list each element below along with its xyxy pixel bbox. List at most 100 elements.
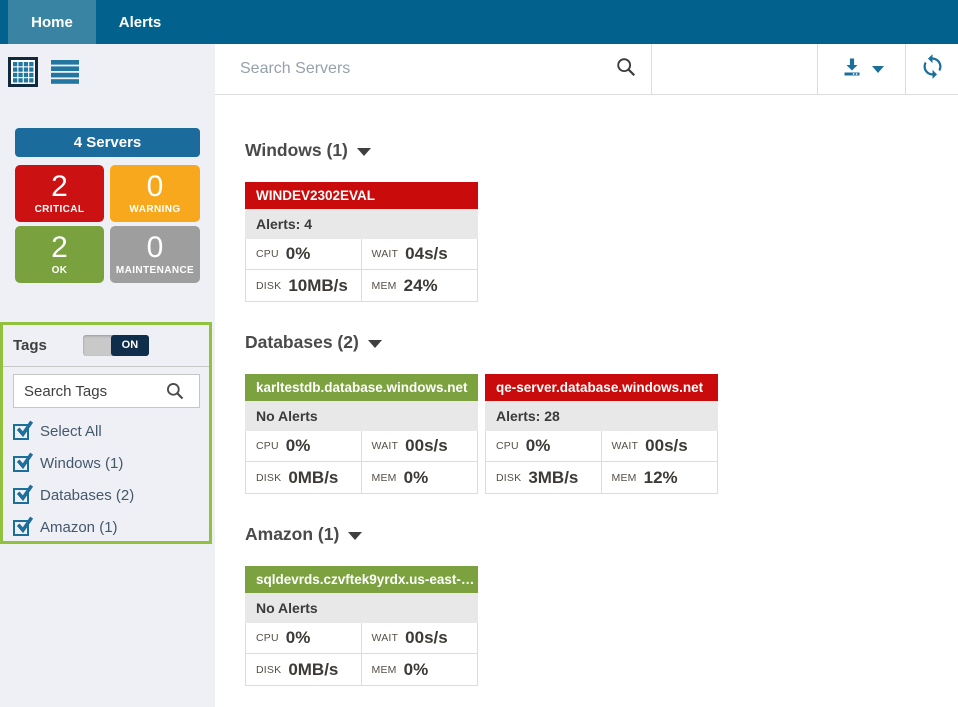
download-button[interactable] xyxy=(817,44,905,94)
metric-label: WAIT xyxy=(371,440,399,452)
metric-value: 0MB/s xyxy=(288,659,339,679)
metric-label: MEM xyxy=(371,471,397,484)
tag-row-select-all[interactable]: Select All xyxy=(13,420,199,441)
tag-row-databases[interactable]: Databases (2) xyxy=(13,484,199,505)
metric-label: MEM xyxy=(371,279,397,292)
metric-value: 24% xyxy=(403,275,438,295)
server-card-qe-server[interactable]: qe-server.database.windows.net Alerts: 2… xyxy=(485,374,718,494)
warning-count: 0 xyxy=(146,170,164,203)
metric-disk: DISK 3MB/s xyxy=(486,462,602,493)
metric-value: 0% xyxy=(285,628,311,647)
grid-view-button[interactable] xyxy=(8,57,38,87)
metric-wait: WAIT 04s/s xyxy=(361,239,477,270)
server-alerts: No Alerts xyxy=(245,401,478,431)
metric-mem: MEM 12% xyxy=(602,462,718,493)
status-tiles: 2 CRITICAL 0 WARNING 2 OK 0 MAINTENANCE xyxy=(15,165,201,283)
toolbar xyxy=(215,44,958,95)
list-view-button[interactable] xyxy=(50,57,80,87)
metric-label: WAIT xyxy=(371,248,399,260)
metric-disk: DISK 0MB/s xyxy=(246,462,362,493)
checkbox-checked-icon[interactable] xyxy=(13,452,34,472)
tags-toggle[interactable]: ON xyxy=(82,334,149,356)
checkbox-checked-icon[interactable] xyxy=(13,516,34,536)
critical-count: 2 xyxy=(51,170,68,203)
metric-value: 00s/s xyxy=(405,628,448,647)
tags-search xyxy=(13,374,200,408)
tab-alerts-label: Alerts xyxy=(118,13,162,31)
tag-row-windows[interactable]: Windows (1) xyxy=(13,452,199,473)
server-grid: Windows (1) WINDEV2302EVAL Alerts: 4 CPU… xyxy=(215,95,958,707)
metric-mem: MEM 0% xyxy=(362,654,478,685)
metric-label: CPU xyxy=(256,248,279,260)
status-tile-critical[interactable]: 2 CRITICAL xyxy=(15,165,104,222)
maintenance-label: MAINTENANCE xyxy=(115,265,195,276)
group-amazon-toggle[interactable]: Amazon (1) xyxy=(245,524,958,545)
metric-mem: MEM 24% xyxy=(362,270,478,301)
tags-search-icon[interactable] xyxy=(165,381,185,401)
tag-row-amazon[interactable]: Amazon (1) xyxy=(13,516,199,537)
metric-value: 0% xyxy=(403,659,429,679)
tags-panel: Tags ON Select All Windows (1) xyxy=(0,322,212,544)
ok-count: 2 xyxy=(51,231,68,264)
metric-wait: WAIT 00s/s xyxy=(361,431,477,462)
metric-value: 04s/s xyxy=(405,244,448,263)
server-card-sqldevrds[interactable]: sqldevrds.czvftek9yrdx.us-east-… No Aler… xyxy=(245,566,478,686)
collapse-caret-icon xyxy=(356,147,371,156)
metric-value: 3MB/s xyxy=(528,467,579,487)
metric-cpu: CPU 0% xyxy=(246,431,362,462)
server-alerts: Alerts: 4 xyxy=(245,209,478,239)
group-databases: Databases (2) karltestdb.database.window… xyxy=(245,332,958,494)
metric-wait: WAIT 00s/s xyxy=(601,431,717,462)
server-name: qe-server.database.windows.net xyxy=(485,374,718,401)
ok-label: OK xyxy=(51,265,68,276)
grid-view-icon xyxy=(8,57,38,87)
metric-cpu: CPU 0% xyxy=(486,431,602,462)
search-icon[interactable] xyxy=(615,56,637,83)
sidebar: 4 Servers 2 CRITICAL 0 WARNING 2 OK 0 MA… xyxy=(0,44,215,707)
tag-label: Amazon (1) xyxy=(40,519,118,536)
servers-count-button[interactable]: 4 Servers xyxy=(15,128,200,157)
server-card-windev2302eval[interactable]: WINDEV2302EVAL Alerts: 4 CPU 0% WAIT 04s… xyxy=(245,182,478,302)
group-windows-toggle[interactable]: Windows (1) xyxy=(245,140,958,161)
server-search-input[interactable] xyxy=(240,60,615,78)
metric-label: DISK xyxy=(496,471,522,484)
group-databases-toggle[interactable]: Databases (2) xyxy=(245,332,958,353)
group-title: Windows (1) xyxy=(245,140,348,160)
metric-cpu: CPU 0% xyxy=(246,239,362,270)
server-alerts: Alerts: 28 xyxy=(485,401,718,431)
metric-disk: DISK 10MB/s xyxy=(246,270,362,301)
tag-list: Select All Windows (1) Databases (2) Ama… xyxy=(13,420,199,537)
server-search xyxy=(215,44,651,94)
server-metrics: CPU 0% WAIT 04s/s DISK 10MB/s MEM 24% xyxy=(245,239,478,302)
server-card-karltestdb[interactable]: karltestdb.database.windows.net No Alert… xyxy=(245,374,478,494)
tab-alerts[interactable]: Alerts xyxy=(96,0,184,44)
server-metrics: CPU 0% WAIT 00s/s DISK 0MB/s MEM 0% xyxy=(245,431,478,494)
tag-label: Windows (1) xyxy=(40,455,124,472)
tag-label: Databases (2) xyxy=(40,487,135,504)
group-windows: Windows (1) WINDEV2302EVAL Alerts: 4 CPU… xyxy=(245,140,958,302)
status-tile-warning[interactable]: 0 WARNING xyxy=(110,165,200,222)
metric-value: 0% xyxy=(525,436,551,455)
tab-home[interactable]: Home xyxy=(8,0,96,44)
group-amazon: Amazon (1) sqldevrds.czvftek9yrdx.us-eas… xyxy=(245,524,958,686)
metric-label: CPU xyxy=(256,440,279,452)
checkbox-checked-icon[interactable] xyxy=(13,484,34,504)
checkbox-checked-icon[interactable] xyxy=(13,420,34,440)
metric-value: 10MB/s xyxy=(288,275,348,295)
status-tile-ok[interactable]: 2 OK xyxy=(15,226,104,283)
metric-value: 0MB/s xyxy=(288,467,339,487)
tags-header: Tags ON xyxy=(13,333,199,357)
metric-label: MEM xyxy=(611,471,637,484)
metric-value: 00s/s xyxy=(645,436,688,455)
metric-label: DISK xyxy=(256,471,282,484)
metric-label: CPU xyxy=(256,632,279,644)
metric-label: DISK xyxy=(256,279,282,292)
metric-label: MEM xyxy=(371,663,397,676)
metric-label: WAIT xyxy=(371,632,399,644)
status-tile-maintenance[interactable]: 0 MAINTENANCE xyxy=(110,226,200,283)
group-title: Databases (2) xyxy=(245,332,359,352)
metric-label: CPU xyxy=(496,440,519,452)
refresh-icon xyxy=(919,53,946,85)
refresh-button[interactable] xyxy=(905,44,958,94)
collapse-caret-icon xyxy=(348,531,363,540)
